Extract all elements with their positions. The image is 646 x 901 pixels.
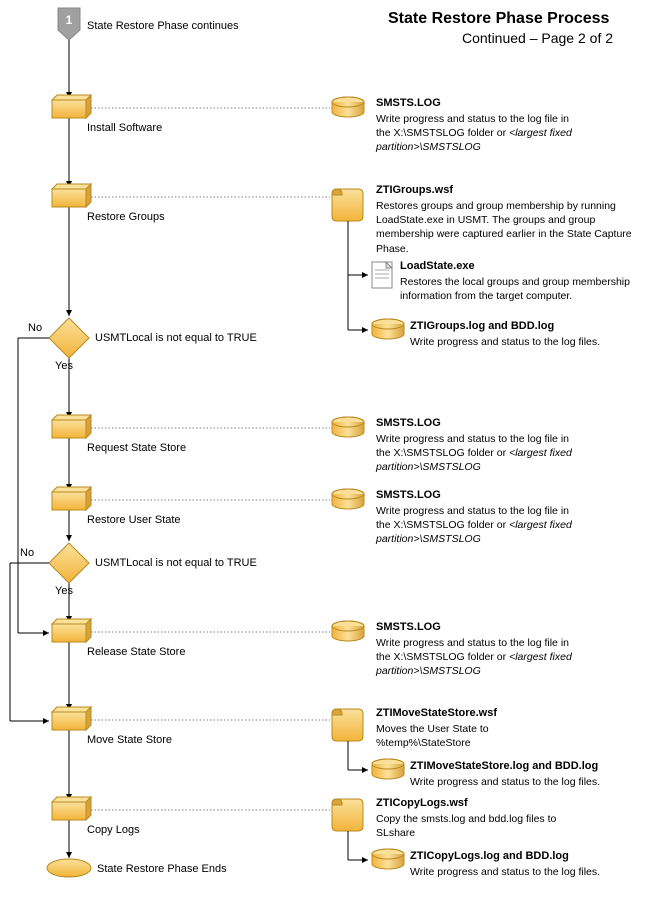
no-label: No	[20, 547, 34, 559]
step-label: Install Software	[87, 122, 162, 134]
t: the X:\SMSTSLOG folder or	[376, 651, 509, 663]
process-copy-logs	[52, 797, 91, 820]
process-move-state-store	[52, 707, 91, 730]
db-icon-3	[332, 489, 364, 509]
step-label: Move State Store	[87, 734, 172, 746]
anno-title: ZTIMoveStateStore.log and BDD.log	[410, 760, 598, 772]
doc-icon	[372, 262, 392, 288]
process-install-software	[52, 95, 91, 118]
t: Write progress and status to the log fil…	[376, 113, 569, 125]
process-restore-groups	[52, 184, 91, 207]
db-icon-sub	[372, 319, 404, 339]
decision-label: USMTLocal is not equal to TRUE	[95, 557, 257, 569]
anno-title: SMSTS.LOG	[376, 489, 441, 501]
anno-title: SMSTS.LOG	[376, 97, 441, 109]
scroll-icon-2	[332, 709, 363, 741]
decision-label: USMTLocal is not equal to TRUE	[95, 332, 257, 344]
process-request-state-store	[52, 415, 91, 438]
anno-title: SMSTS.LOG	[376, 621, 441, 633]
step-label: Release State Store	[87, 646, 185, 658]
anno-text: Write progress and status to the log fil…	[376, 636, 626, 679]
t: Write progress and status to the log fil…	[376, 637, 569, 649]
diagram-container: 1	[0, 0, 646, 901]
anno-text: Restores groups and group membership by …	[376, 199, 646, 256]
process-release-state-store	[52, 619, 91, 642]
t: the X:\SMSTSLOG folder or	[376, 127, 509, 139]
db-icon-move	[372, 759, 404, 779]
svg-text:1: 1	[66, 13, 73, 27]
decision-usmtlocal-1	[49, 318, 89, 358]
end-label: State Restore Phase Ends	[97, 863, 227, 875]
anno-text: Write progress and status to the log fil…	[410, 775, 646, 789]
scroll-icon-3	[332, 799, 363, 831]
anno-title: ZTICopyLogs.wsf	[376, 797, 468, 809]
scroll-icon-1	[332, 189, 363, 221]
anno-text: Write progress and status to the log fil…	[376, 112, 626, 155]
step-label: Request State Store	[87, 442, 186, 454]
yes-label: Yes	[55, 585, 73, 597]
anno-text: Moves the User State to %temp%\StateStor…	[376, 722, 576, 750]
connector-label: State Restore Phase continues	[87, 20, 239, 32]
anno-title: LoadState.exe	[400, 260, 475, 272]
anno-text: Write progress and status to the log fil…	[410, 335, 646, 349]
t: Write progress and status to the log fil…	[376, 433, 569, 445]
step-label: Copy Logs	[87, 824, 140, 836]
anno-text: Restores the local groups and group memb…	[400, 275, 630, 303]
anno-title: ZTIGroups.wsf	[376, 184, 453, 196]
anno-text: Copy the smsts.log and bdd.log files to …	[376, 812, 576, 840]
anno-text: Write progress and status to the log fil…	[376, 432, 626, 475]
anno-text: Write progress and status to the log fil…	[410, 865, 646, 879]
db-icon	[332, 97, 364, 117]
no-label: No	[28, 322, 42, 334]
decision-usmtlocal-2	[49, 543, 89, 583]
anno-text: Write progress and status to the log fil…	[376, 504, 626, 547]
process-restore-user-state	[52, 487, 91, 510]
page-title: State Restore Phase Process	[388, 10, 609, 28]
t: the X:\SMSTSLOG folder or	[376, 447, 509, 459]
yes-label: Yes	[55, 360, 73, 372]
t: Write progress and status to the log fil…	[376, 505, 569, 517]
db-icon-4	[332, 621, 364, 641]
anno-title: ZTIMoveStateStore.wsf	[376, 707, 497, 719]
page-subtitle: Continued – Page 2 of 2	[462, 30, 613, 46]
step-label: Restore User State	[87, 514, 181, 526]
step-label: Restore Groups	[87, 211, 165, 223]
anno-title: SMSTS.LOG	[376, 417, 441, 429]
db-icon-2	[332, 417, 364, 437]
anno-title: ZTIGroups.log and BDD.log	[410, 320, 554, 332]
t: the X:\SMSTSLOG folder or	[376, 519, 509, 531]
anno-title: ZTICopyLogs.log and BDD.log	[410, 850, 569, 862]
db-icon-copy	[372, 849, 404, 869]
